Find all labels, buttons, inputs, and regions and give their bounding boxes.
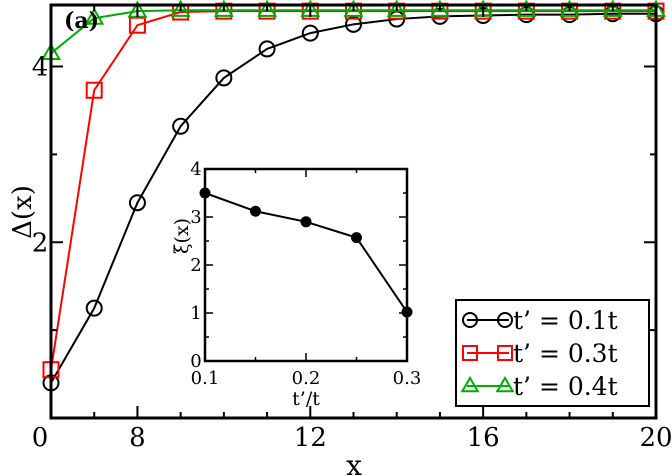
inset-data-point [300, 216, 312, 228]
main-y-tick-label: 4 [32, 53, 49, 83]
main-x-axis-label: x [346, 449, 362, 476]
data-point [343, 0, 364, 17]
legend-label: t’ = 0.1t [513, 306, 618, 335]
data-point [213, 0, 234, 17]
main-x-tick-label: 8 [129, 423, 146, 453]
data-point [516, 0, 537, 17]
data-point [85, 81, 103, 99]
data-point [429, 0, 450, 17]
data-point [258, 40, 276, 58]
main-y-tick-label: 2 [32, 228, 49, 258]
inset-y-tick-label: 2 [190, 255, 201, 276]
inset-y-tick-label: 3 [190, 207, 201, 228]
inset-data-point [250, 205, 261, 217]
inset-x-tick-label: 0.2 [292, 368, 321, 389]
legend-label: t’ = 0.4t [513, 372, 618, 401]
inset-chart: 0.1 0.2 0.3 0 1 2 3 4 t’/t ξ(x) [171, 159, 421, 410]
inset-y-tick-label: 1 [190, 303, 201, 324]
data-point [386, 0, 407, 17]
data-point [128, 194, 146, 212]
data-point [172, 117, 190, 135]
legend-marker [462, 345, 478, 361]
inset-y-axis-label: ξ(x) [171, 218, 193, 254]
main-x-tick-label: 16 [467, 423, 500, 453]
data-point [559, 0, 580, 17]
data-point [257, 0, 278, 17]
data-point [602, 0, 623, 17]
data-point [301, 24, 319, 42]
data-point [170, 0, 191, 17]
main-y-axis-label: Δ(x) [8, 185, 38, 239]
panel-label: (a) [64, 8, 99, 34]
legend-marker [497, 312, 513, 328]
main-x-tick-label: 12 [294, 423, 327, 453]
legend-entry: t’ = 0.3t [462, 339, 618, 368]
inset-data-point [351, 232, 362, 244]
inset-x-axis-label: t’/t [292, 388, 320, 410]
legend-marker [495, 375, 515, 393]
legend-entry: t’ = 0.4t [460, 372, 618, 401]
main-x-tick-label: 20 [639, 423, 672, 453]
legend-marker [497, 345, 513, 361]
legend-box [455, 299, 650, 407]
inset-y-tick-label: 4 [190, 159, 201, 180]
inset-x-tick-label: 0.3 [393, 368, 422, 389]
legend-label: t’ = 0.3t [513, 339, 618, 368]
legend: t’ = 0.1t t’ = 0.3t t’ = 0.4t [455, 299, 650, 407]
inset-y-tick-label: 0 [190, 351, 201, 372]
main-y-tick-label: 0 [32, 423, 49, 453]
inset-x-tick-label: 0.1 [191, 368, 220, 389]
legend-marker [460, 375, 480, 393]
data-point [84, 7, 105, 25]
data-point [215, 69, 233, 87]
data-point [85, 299, 103, 317]
legend-marker [462, 312, 478, 328]
legend-entry: t’ = 0.1t [462, 306, 618, 335]
inset-background [192, 164, 406, 366]
series-line [50, 12, 656, 384]
